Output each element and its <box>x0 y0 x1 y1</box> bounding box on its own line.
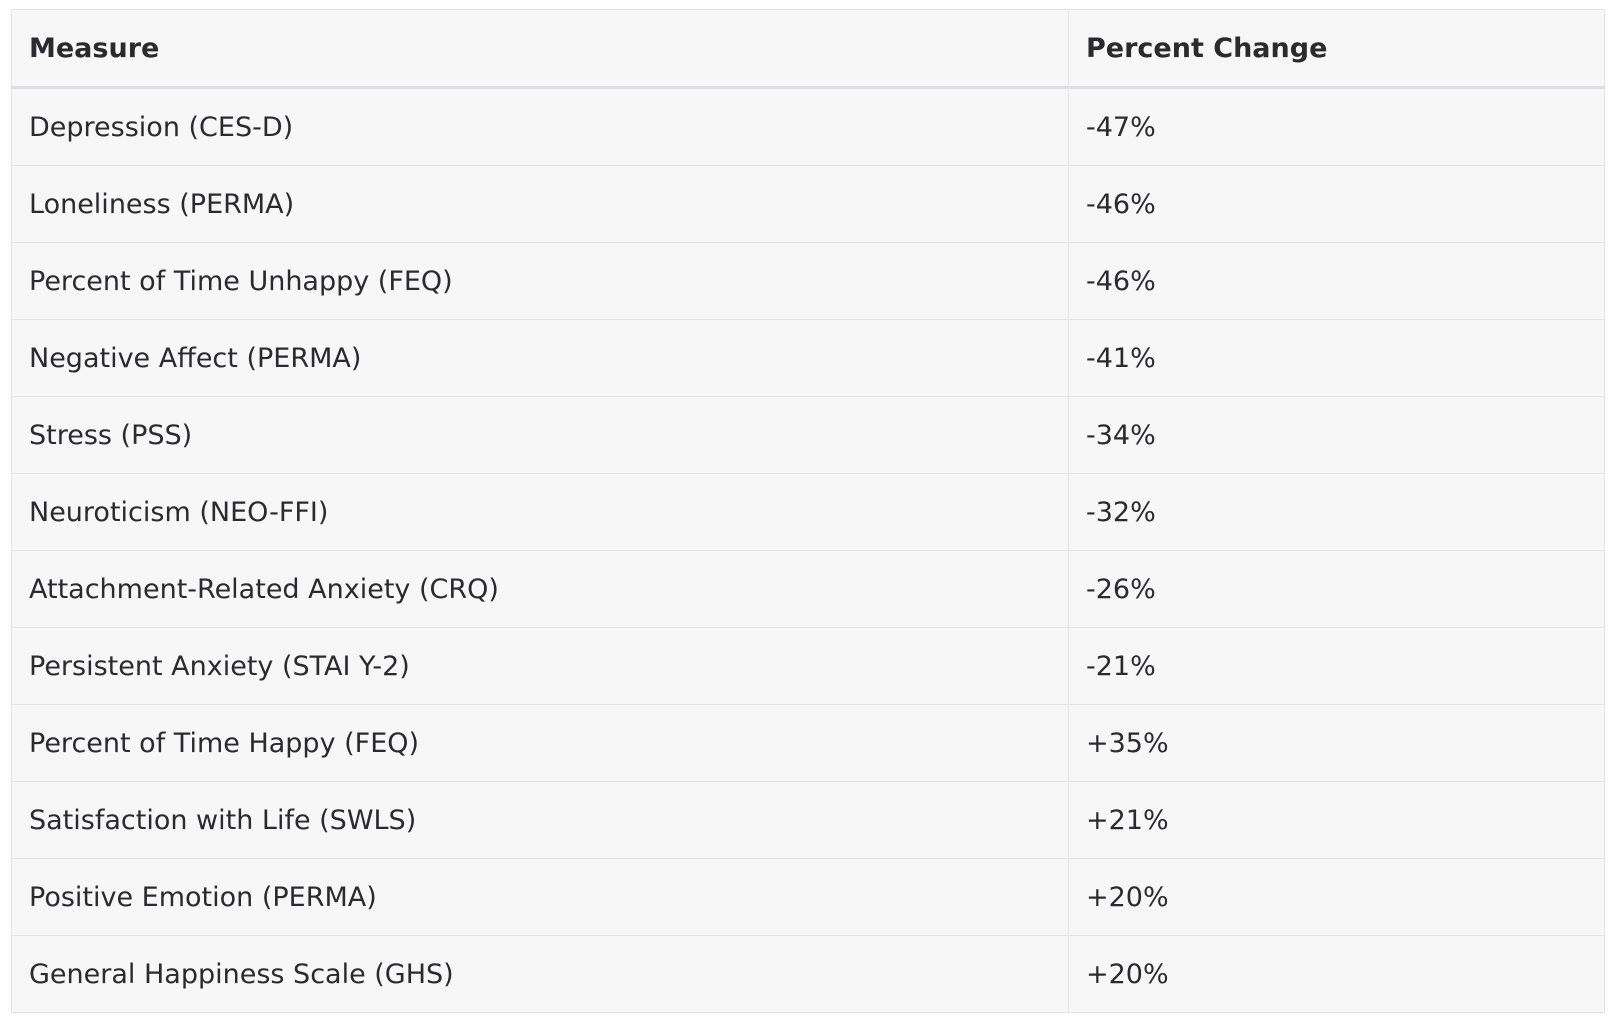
table-body: Depression (CES-D) -47% Loneliness (PERM… <box>11 87 1605 1013</box>
percent-change-cell: +21% <box>1068 781 1605 859</box>
table-row: Percent of Time Happy (FEQ) +35% <box>11 704 1605 782</box>
measure-cell: Attachment-Related Anxiety (CRQ) <box>11 550 1069 628</box>
measure-cell: Positive Emotion (PERMA) <box>11 858 1069 936</box>
measure-cell: Loneliness (PERMA) <box>11 165 1069 243</box>
table-row: Loneliness (PERMA) -46% <box>11 165 1605 243</box>
percent-change-cell: +20% <box>1068 858 1605 936</box>
percent-change-cell: +20% <box>1068 935 1605 1013</box>
percent-change-cell: -46% <box>1068 165 1605 243</box>
results-table-container: Measure Percent Change Depression (CES-D… <box>11 9 1605 1013</box>
percent-change-cell: -47% <box>1068 87 1605 166</box>
percent-change-cell: -32% <box>1068 473 1605 551</box>
header-percent-change: Percent Change <box>1068 9 1605 89</box>
percent-change-cell: -46% <box>1068 242 1605 320</box>
percent-change-cell: -21% <box>1068 627 1605 705</box>
measure-cell: Negative Affect (PERMA) <box>11 319 1069 397</box>
table-row: Persistent Anxiety (STAI Y-2) -21% <box>11 627 1605 705</box>
percent-change-cell: -41% <box>1068 319 1605 397</box>
table-row: Neuroticism (NEO-FFI) -32% <box>11 473 1605 551</box>
table-row: Percent of Time Unhappy (FEQ) -46% <box>11 242 1605 320</box>
header-row: Measure Percent Change <box>11 9 1605 89</box>
table-row: Depression (CES-D) -47% <box>11 87 1605 166</box>
percent-change-cell: -26% <box>1068 550 1605 628</box>
percent-change-cell: +35% <box>1068 704 1605 782</box>
table-row: Satisfaction with Life (SWLS) +21% <box>11 781 1605 859</box>
measure-cell: Stress (PSS) <box>11 396 1069 474</box>
table-row: General Happiness Scale (GHS) +20% <box>11 935 1605 1013</box>
table-row: Attachment-Related Anxiety (CRQ) -26% <box>11 550 1605 628</box>
measure-cell: Persistent Anxiety (STAI Y-2) <box>11 627 1069 705</box>
table-header: Measure Percent Change <box>11 9 1605 89</box>
table-row: Negative Affect (PERMA) -41% <box>11 319 1605 397</box>
header-measure: Measure <box>11 9 1069 89</box>
table-row: Stress (PSS) -34% <box>11 396 1605 474</box>
table-row: Positive Emotion (PERMA) +20% <box>11 858 1605 936</box>
measure-cell: Percent of Time Unhappy (FEQ) <box>11 242 1069 320</box>
measure-cell: Neuroticism (NEO-FFI) <box>11 473 1069 551</box>
percent-change-cell: -34% <box>1068 396 1605 474</box>
measure-cell: Depression (CES-D) <box>11 87 1069 166</box>
measure-cell: Satisfaction with Life (SWLS) <box>11 781 1069 859</box>
measure-cell: General Happiness Scale (GHS) <box>11 935 1069 1013</box>
results-table: Measure Percent Change Depression (CES-D… <box>11 9 1605 1013</box>
measure-cell: Percent of Time Happy (FEQ) <box>11 704 1069 782</box>
